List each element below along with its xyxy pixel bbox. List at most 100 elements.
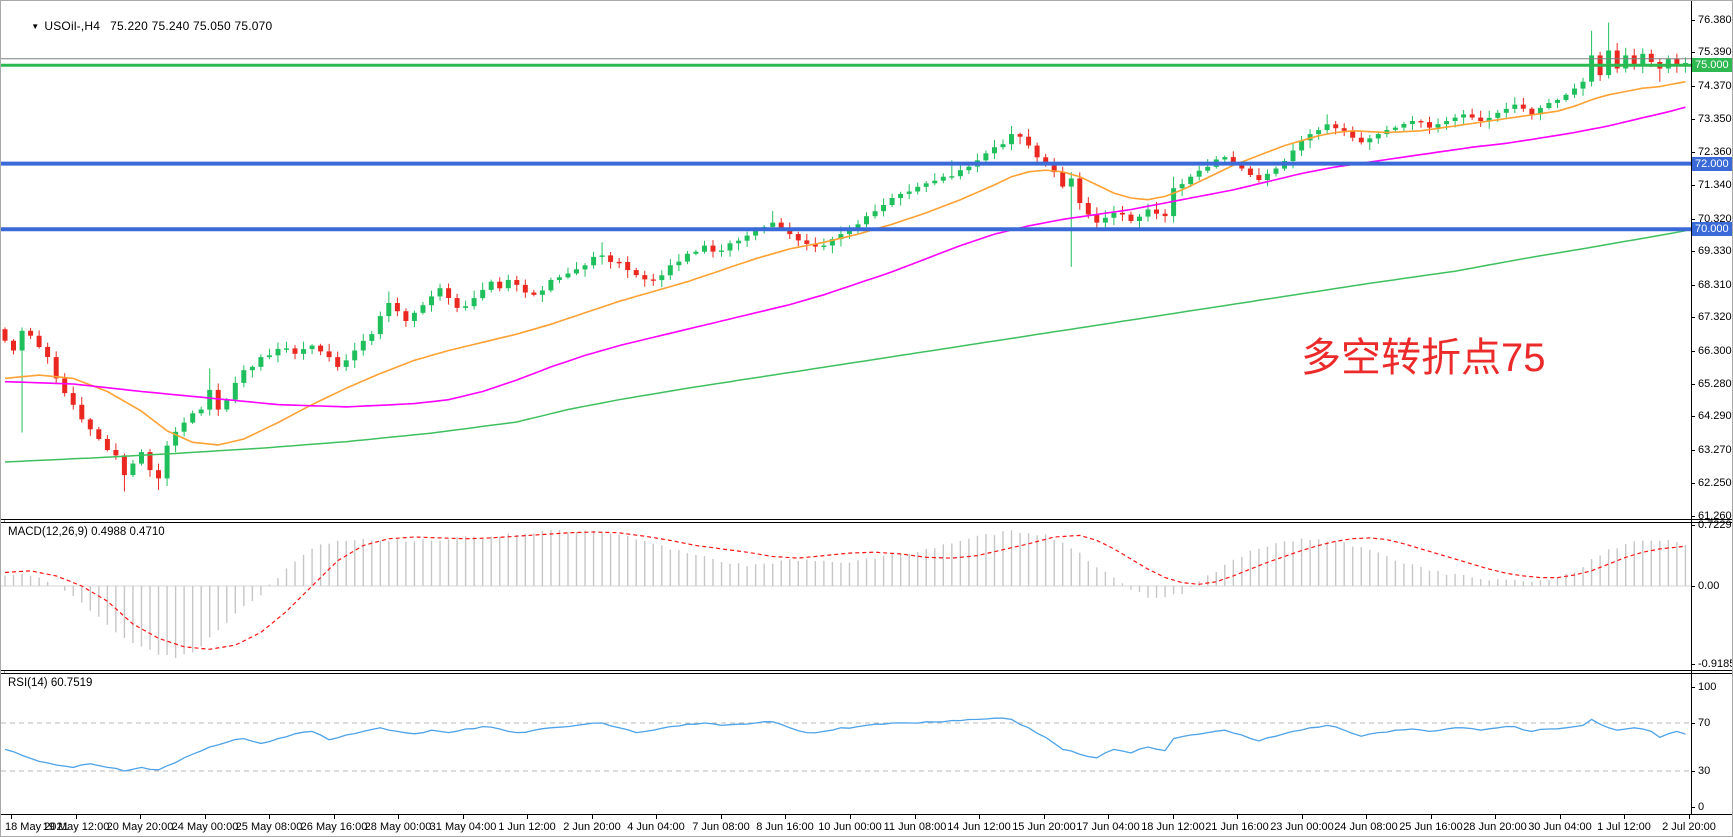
time-axis-label: 19 May 12:00	[42, 821, 110, 833]
candle-body	[45, 346, 51, 357]
candle-body	[190, 413, 196, 423]
time-axis-label: 15 Jun 20:00	[1012, 821, 1076, 833]
collapse-triangle-icon[interactable]: ▼	[31, 22, 40, 31]
rsi-plot-svg[interactable]	[1, 674, 1691, 812]
ma-fast-orange-line	[4, 80, 1686, 446]
candle-body	[932, 180, 938, 184]
y-axis-label: 64.290	[1698, 410, 1732, 422]
y-axis-tick	[1691, 119, 1695, 120]
y-axis-label: 63.270	[1698, 444, 1732, 456]
candle-body	[454, 298, 460, 308]
candle-body	[1461, 114, 1467, 118]
macd-histogram	[4, 530, 1687, 658]
candle-body	[539, 290, 545, 295]
candle-body	[505, 280, 511, 289]
candle-body	[1316, 130, 1322, 135]
candle-body	[1589, 55, 1595, 82]
candle-body	[437, 288, 443, 297]
time-axis-tick	[1108, 815, 1109, 819]
time-axis-tick	[785, 815, 786, 819]
candle-body	[394, 303, 400, 312]
time-axis-tick	[721, 815, 722, 819]
candle-body	[599, 255, 605, 257]
annotation-text[interactable]: 多空转折点75	[1301, 336, 1546, 380]
candle-body	[727, 243, 733, 251]
candle-body	[70, 393, 76, 405]
candle-body	[1537, 107, 1543, 115]
candle-body	[556, 277, 562, 280]
candle-body	[889, 198, 895, 205]
time-axis-label: 17 Jun 04:00	[1076, 821, 1140, 833]
rsi-panel: RSI(14) 60.7519	[1, 673, 1732, 815]
time-axis-tick	[398, 815, 399, 819]
candle-body	[983, 153, 989, 161]
y-axis-label: 73.350	[1698, 113, 1732, 125]
candle-body	[480, 289, 486, 299]
candle-body	[1196, 170, 1202, 177]
time-axis-tick	[1366, 815, 1367, 819]
y-axis-tick	[1691, 251, 1695, 252]
time-axis-label: 28 Jun 20:00	[1463, 821, 1527, 833]
rsi-line	[4, 717, 1686, 772]
candle-body	[1222, 157, 1228, 160]
price-level-badge: 70.000	[1692, 222, 1732, 236]
y-axis-tick	[1691, 185, 1695, 186]
candle-body	[1555, 99, 1560, 103]
candle-body	[335, 357, 341, 367]
rsi-axis-tick	[1691, 771, 1695, 772]
time-axis-label: 25 May 08:00	[235, 821, 303, 833]
rsi-axis-label: 100	[1698, 681, 1717, 693]
candle-body	[215, 389, 221, 410]
time-axis-tick	[592, 815, 593, 819]
candle-body	[113, 450, 119, 456]
candle-body	[1060, 172, 1066, 187]
candle-body	[1137, 216, 1142, 221]
candle-body	[804, 240, 810, 244]
candle-body	[966, 166, 972, 171]
macd-plot-svg[interactable]	[1, 523, 1691, 668]
candle-body	[198, 409, 204, 414]
candle-body	[522, 284, 528, 293]
candle-body	[676, 261, 682, 266]
candle-body	[1606, 50, 1612, 76]
candle-body	[104, 439, 110, 450]
candle-body	[1239, 163, 1245, 169]
rsi-axis-label: 70	[1698, 717, 1711, 729]
candle-body	[1102, 217, 1108, 223]
candle-body	[1017, 134, 1023, 137]
candle-body	[1623, 55, 1629, 69]
y-axis-label: 69.330	[1698, 245, 1732, 257]
candle-body	[625, 262, 631, 271]
candle-body	[130, 463, 136, 476]
candle-body	[139, 452, 144, 464]
candle-body	[173, 431, 179, 446]
y-axis-tick	[1691, 450, 1695, 451]
candle-body	[164, 445, 170, 479]
candle-body	[1299, 140, 1305, 151]
time-axis-label: 26 May 16:00	[300, 821, 368, 833]
y-axis-tick	[1691, 416, 1695, 417]
candle-body	[53, 357, 59, 379]
candle-body	[650, 279, 656, 281]
time-axis-tick	[140, 815, 141, 819]
candle-body	[1230, 157, 1236, 164]
symbol-ohlc-header: ▼ USOil-,H4 75.220 75.240 75.050 75.070	[10, 5, 272, 47]
y-axis-tick	[1691, 516, 1695, 517]
candle-body	[62, 378, 68, 394]
y-axis-label: 71.340	[1698, 179, 1732, 191]
time-axis-tick	[463, 815, 464, 819]
time-axis-tick	[76, 815, 77, 819]
candle-body	[1026, 136, 1032, 146]
y-axis-label: 74.370	[1698, 80, 1732, 92]
main-chart-panel: ▼ USOil-,H4 75.220 75.240 75.050 75.070 多空…	[1, 1, 1732, 520]
main-plot-svg[interactable]	[1, 1, 1691, 518]
candle-body	[1495, 112, 1501, 118]
candle-body	[343, 360, 349, 367]
candle-body	[1162, 213, 1168, 217]
candle-body	[1034, 145, 1040, 158]
candle-body	[224, 399, 230, 410]
candle-body	[1051, 163, 1057, 173]
macd-axis-tick	[1691, 525, 1695, 526]
y-axis-tick	[1691, 285, 1695, 286]
candle-body	[1367, 138, 1373, 143]
